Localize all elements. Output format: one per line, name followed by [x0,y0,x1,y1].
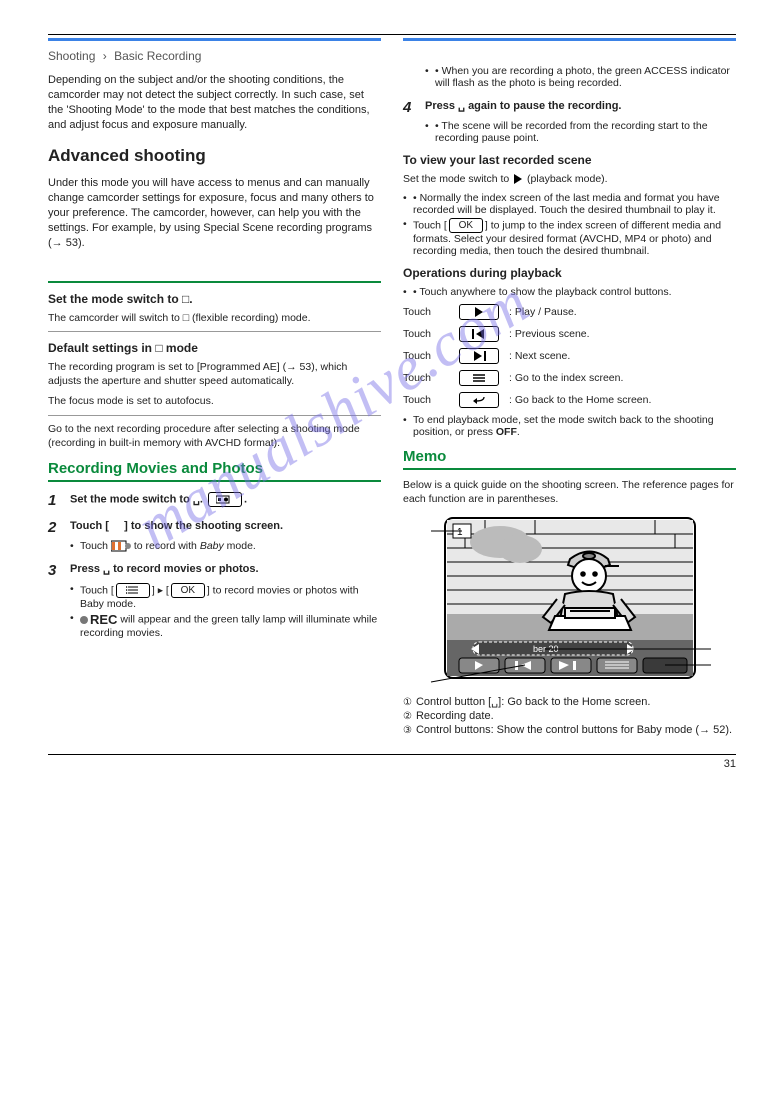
end-playback: •To end playback mode, set the mode swit… [403,414,736,438]
recording-heading: Recording Movies and Photos [48,460,381,482]
ok-pill-2: OK [449,218,483,233]
screen-illustration: ber 20 [425,514,715,689]
right-column: • • When you are recording a photo, the … [403,38,736,742]
back-button-icon [459,392,499,408]
breadcrumb: Shooting › Basic Recording [48,49,381,63]
list-icon-pill [116,583,150,598]
prev-button-icon [459,326,499,342]
default-settings-p2: The focus mode is set to autofocus. [48,394,381,408]
advanced-shooting-heading: Advanced shooting [48,146,381,166]
left-column: Shooting › Basic Recording Depending on … [48,38,381,742]
callout-3: ③Control buttons: Show the control butto… [403,724,736,736]
goto-next-text: Go to the next recording procedure after… [48,422,381,450]
breadcrumb-sep: › [103,49,107,63]
breadcrumb-b: Basic Recording [114,49,201,63]
breadcrumb-a: Shooting [48,49,95,63]
callout-list: ①Control button [␣]: Go back to the Home… [403,695,736,736]
ok-icon-pill-1: OK [171,583,205,598]
memo-heading: Memo [403,448,736,470]
gray-rule-2 [48,415,381,416]
step-1: 1 Set the mode switch to ␣. . [48,492,381,509]
ctrl-next: Touch : Next scene. [403,348,736,364]
blue-rule-right [403,38,736,41]
page-container: Shooting › Basic Recording Depending on … [0,0,774,790]
step-4-num: 4 [403,99,417,116]
page-number: 31 [48,755,736,770]
gray-block-sub: The camcorder will switch to □ (flexible… [48,311,381,325]
step-3-a: • Touch [] ▸ [OK] to record movies or ph… [70,583,381,610]
blue-rule-left [48,38,381,41]
ops-head: Operations during playback [403,265,736,281]
rec-dot-icon [80,616,88,624]
default-settings-head: Default settings in □ mode [48,340,381,356]
ops-intro: •• Touch anywhere to show the playback c… [403,286,736,298]
callout-2: ②Recording date. [403,710,736,722]
ctrl-prev: Touch : Previous scene. [403,326,736,342]
step-1-num: 1 [48,492,62,509]
svg-text:1: 1 [457,527,463,538]
gray-block-text: Set the mode switch to □. [48,291,381,307]
memo-text: Below is a quick guide on the shooting s… [403,478,736,506]
step-2-num: 2 [48,519,62,536]
play-triangle-icon [514,174,522,184]
menu-button-icon [459,370,499,386]
step-2-sub: • Touch to record with Baby mode. [70,540,381,552]
advanced-paragraph: Under this mode you will have access to … [48,176,381,250]
view-last-p3: •Touch [OK] to jump to the index screen … [403,218,736,257]
step-3-text: Press ␣ to record movies or photos. [70,562,381,576]
step-4: 4 Press ␣ again to pause the recording. [403,99,736,116]
step-3: 3 Press ␣ to record movies or photos. [48,562,381,579]
playback-controls-list: Touch : Play / Pause. Touch : Previous s… [403,304,736,408]
top-rule [48,34,736,35]
view-last-head: To view your last recorded scene [403,152,736,168]
step-2: 2 Touch [ ] to show the shooting screen. [48,519,381,536]
step-4-text: Press ␣ again to pause the recording. [425,99,736,113]
default-settings-p1: The recording program is set to [Program… [48,360,381,388]
two-column-layout: Shooting › Basic Recording Depending on … [48,38,736,742]
step-3-num: 3 [48,562,62,579]
gray-rule-1 [48,331,381,332]
step-4-sub: • • The scene will be recorded from the … [425,120,736,144]
view-last-p2: •• Normally the index screen of the last… [403,192,736,216]
next-button-icon [459,348,499,364]
play-button-icon [459,304,499,320]
view-last-p1: Set the mode switch to (playback mode). [403,172,736,186]
step-1-text: Set the mode switch to ␣. . [70,492,381,507]
step-3-b: • REC will appear and the green tally la… [70,612,381,639]
intro-paragraph-left: Depending on the subject and/or the shoo… [48,73,381,132]
callout-1: ①Control button [␣]: Go back to the Home… [403,695,736,708]
ctrl-back: Touch : Go back to the Home screen. [403,392,736,408]
step-2-text: Touch [ ] to show the shooting screen. [70,519,381,533]
rec-label: REC [90,612,117,627]
ctrl-play: Touch : Play / Pause. [403,304,736,320]
mode-icon-pill [208,492,242,507]
ctrl-menu: Touch : Go to the index screen. [403,370,736,386]
step-3-c: • • When you are recording a photo, the … [425,65,736,89]
green-rule-1 [48,261,381,283]
